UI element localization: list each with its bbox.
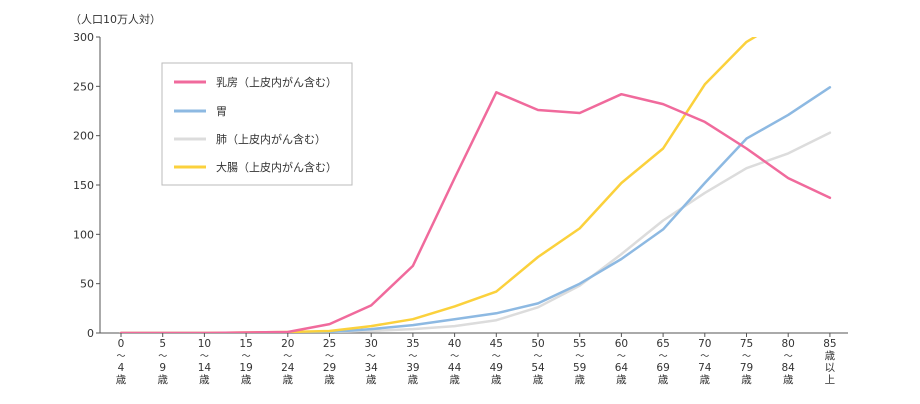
legend-label: 肺（上皮内がん含む）: [216, 132, 326, 146]
y-axis-unit-label: （人口10万人対）: [70, 12, 161, 26]
x-tick-label: 60 〜 64 歳: [615, 338, 629, 386]
x-tick-label: 75 〜 79 歳: [740, 338, 753, 386]
y-tick-label: 250: [73, 80, 94, 93]
series-line: [119, 131, 832, 333]
x-tick-label: 20 〜 24 歳: [281, 338, 295, 386]
y-tick-label: 150: [73, 179, 94, 192]
legend-label: 大腸（上皮内がん含む）: [216, 160, 337, 174]
series-line: [119, 91, 832, 333]
series-line: [119, 86, 832, 333]
y-tick-label: 200: [73, 130, 94, 143]
x-tick-label: 0 〜 4 歳: [116, 338, 127, 386]
x-tick-label: 40 〜 44 歳: [448, 338, 462, 386]
x-tick-label: 45 〜 49 歳: [490, 338, 503, 386]
y-tick-label: 0: [87, 327, 94, 340]
legend-label: 乳房（上皮内がん含む）: [216, 75, 337, 89]
y-tick-label: 300: [73, 31, 94, 44]
x-tick-label: 10 〜 14 歳: [198, 338, 212, 386]
x-tick-label: 65 〜 69 歳: [656, 338, 669, 386]
x-tick-label: 70 〜 74 歳: [698, 338, 712, 386]
legend-label: 胃: [216, 105, 227, 118]
x-tick-label: 50 〜 54 歳: [531, 338, 545, 386]
x-tick-label: 15 〜 19 歳: [239, 338, 252, 386]
x-tick-label: 55 〜 59 歳: [573, 338, 586, 386]
y-tick-label: 100: [73, 228, 94, 241]
x-tick-label: 30 〜 34 歳: [365, 338, 379, 386]
x-tick-label: 25 〜 29 歳: [323, 338, 336, 386]
x-tick-label: 80 〜 84 歳: [782, 338, 796, 386]
x-tick-label: 85 歳以上: [823, 338, 836, 386]
x-tick-label: 35 〜 39 歳: [406, 338, 419, 386]
y-tick-label: 50: [80, 278, 94, 291]
x-tick-label: 5 〜 9 歳: [157, 338, 168, 386]
